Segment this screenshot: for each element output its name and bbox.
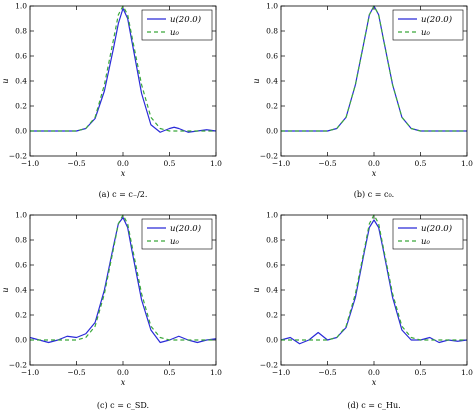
y-tick-label: −0.2 — [260, 361, 278, 370]
y-tick-label: 0.8 — [15, 236, 27, 245]
y-tick-label: 0.0 — [266, 336, 278, 345]
x-tick-label: −1.0 — [272, 368, 290, 377]
y-tick-label: 0.0 — [266, 127, 278, 136]
y-tick-label: −0.2 — [9, 152, 27, 161]
y-tick-label: 0.6 — [266, 52, 278, 61]
legend-box — [392, 218, 464, 250]
x-tick-label: −0.5 — [318, 368, 336, 377]
y-tick-label: 0.2 — [266, 311, 278, 320]
x-tick-label: 0.5 — [164, 159, 176, 168]
x-tick-label: 1.0 — [461, 159, 473, 168]
legend-label: u(20.0) — [421, 223, 452, 234]
x-tick-label: 0.0 — [368, 368, 380, 377]
y-tick-label: 0.6 — [15, 52, 27, 61]
x-tick-label: 0.0 — [117, 159, 129, 168]
panel-caption: (d) c = c_Hu. — [347, 401, 400, 410]
legend-box — [141, 218, 213, 250]
x-tick-label: −0.5 — [67, 159, 85, 168]
chart-panel-1: −1.0 −0.5 0.0 0.5 1.0 −0.2 0.0 0.2 0.4 0.6 0.8 1.0 x… — [1, 2, 222, 200]
x-tick-label: 0.5 — [164, 368, 176, 377]
x-tick-label: −1.0 — [21, 368, 39, 377]
x-tick-label: −0.5 — [318, 159, 336, 168]
plot-frame — [280, 214, 468, 366]
y-axis-label: u — [252, 78, 261, 83]
plot-frame — [29, 5, 217, 157]
x-axis-label: x — [372, 378, 377, 387]
legend-label: u(20.0) — [170, 14, 201, 25]
chart-panel-4: −1.0 −0.5 0.0 0.5 1.0 −0.2 0.0 0.2 0.4 0.6 0.8 1.0 x… — [252, 211, 473, 411]
y-tick-label: 1.0 — [15, 2, 27, 11]
y-tick-label: 0.8 — [15, 27, 27, 36]
y-axis-label: u — [252, 287, 261, 292]
x-tick-label: −1.0 — [272, 159, 290, 168]
legend-box — [141, 9, 213, 41]
y-tick-label: 1.0 — [266, 211, 278, 220]
x-axis-label: x — [121, 169, 126, 178]
legend-label: u₀ — [170, 28, 179, 38]
y-tick-label: 0.2 — [15, 311, 27, 320]
x-tick-label: 1.0 — [210, 368, 222, 377]
legend-label: u₀ — [170, 237, 179, 247]
y-tick-label: 0.8 — [266, 27, 278, 36]
y-tick-label: 1.0 — [266, 2, 278, 11]
y-tick-label: 0.2 — [15, 102, 27, 111]
y-tick-label: 0.2 — [266, 102, 278, 111]
y-tick-label: 0.4 — [266, 77, 278, 86]
y-tick-label: −0.2 — [9, 361, 27, 370]
legend-label: u(20.0) — [421, 14, 452, 25]
legend-label: u₀ — [421, 237, 430, 247]
x-tick-label: 0.0 — [368, 159, 380, 168]
x-tick-label: −0.5 — [67, 368, 85, 377]
y-tick-label: 0.4 — [266, 286, 278, 295]
chart-panel-2: −1.0 −0.5 0.0 0.5 1.0 −0.2 0.0 0.2 0.4 0.6 0.8 1.0 x… — [252, 2, 473, 200]
panel-caption: (c) c = c_SD. — [97, 401, 149, 410]
y-axis-label: u — [1, 287, 10, 292]
series-line-u0 — [281, 5, 467, 132]
panel-caption: (a) c = c₋/2. — [99, 190, 148, 199]
x-tick-label: 1.0 — [461, 368, 473, 377]
legend-label: u₀ — [421, 28, 430, 38]
y-tick-label: −0.2 — [260, 152, 278, 161]
y-tick-label: 0.4 — [15, 77, 27, 86]
x-axis-label: x — [372, 169, 377, 178]
y-tick-label: 1.0 — [15, 211, 27, 220]
series-line-u0 — [30, 214, 216, 341]
x-tick-label: 0.5 — [415, 368, 427, 377]
y-axis-label: u — [1, 78, 10, 83]
y-tick-label: 0.8 — [266, 236, 278, 245]
x-tick-label: 0.5 — [415, 159, 427, 168]
y-tick-label: 0.0 — [15, 336, 27, 345]
panel-caption: (b) c = c₀. — [354, 190, 394, 199]
legend-box — [392, 9, 464, 41]
y-tick-label: 0.6 — [15, 261, 27, 270]
y-tick-label: 0.6 — [266, 261, 278, 270]
plot-frame — [280, 5, 468, 157]
chart-panel-3: −1.0 −0.5 0.0 0.5 1.0 −0.2 0.0 0.2 0.4 0.6 0.8 1.0 x… — [1, 211, 222, 411]
series-line-u-20 — [280, 219, 468, 345]
y-tick-label: 0.4 — [15, 286, 27, 295]
series-line-u-20 — [29, 216, 217, 344]
x-tick-label: 1.0 — [210, 159, 222, 168]
x-axis-label: x — [121, 378, 126, 387]
plot-frame — [29, 214, 217, 366]
legend-label: u(20.0) — [170, 223, 201, 234]
x-tick-label: −1.0 — [21, 159, 39, 168]
series-line-u0 — [281, 214, 467, 341]
x-tick-label: 0.0 — [117, 368, 129, 377]
y-tick-label: 0.0 — [15, 127, 27, 136]
series-line-u0 — [30, 5, 216, 132]
